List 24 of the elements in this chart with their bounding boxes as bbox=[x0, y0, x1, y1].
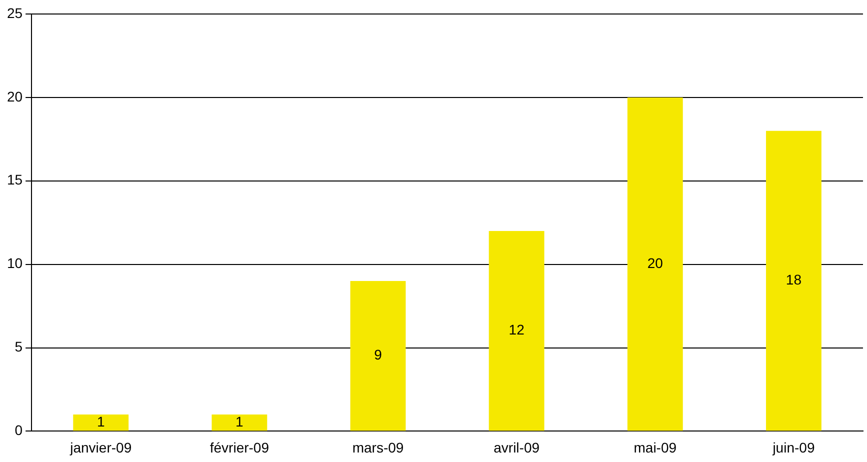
y-tick-label: 25 bbox=[6, 4, 23, 21]
y-tick-label: 0 bbox=[14, 422, 23, 438]
bar bbox=[766, 130, 822, 431]
y-tick-label: 10 bbox=[6, 255, 23, 272]
data-label: 1 bbox=[96, 413, 105, 430]
x-tick-label: février-09 bbox=[210, 439, 270, 456]
data-label: 20 bbox=[647, 254, 664, 271]
data-label: 1 bbox=[236, 413, 244, 430]
data-label: 9 bbox=[374, 346, 382, 363]
bar bbox=[627, 97, 683, 431]
x-tick-label: mai-09 bbox=[634, 439, 677, 456]
x-tick-label: avril-09 bbox=[494, 439, 540, 456]
bar bbox=[73, 414, 129, 431]
bar bbox=[350, 281, 406, 431]
bar bbox=[212, 414, 268, 431]
y-tick-label: 20 bbox=[6, 88, 23, 104]
data-label: 12 bbox=[508, 322, 525, 338]
x-tick-label: mars-09 bbox=[352, 439, 404, 456]
x-tick-label: janvier-09 bbox=[69, 439, 132, 456]
y-tick-label: 15 bbox=[6, 172, 23, 188]
x-tick-label: juin-09 bbox=[772, 439, 815, 456]
y-tick-label: 5 bbox=[14, 338, 23, 355]
data-label: 18 bbox=[786, 272, 802, 288]
bar bbox=[488, 230, 544, 431]
